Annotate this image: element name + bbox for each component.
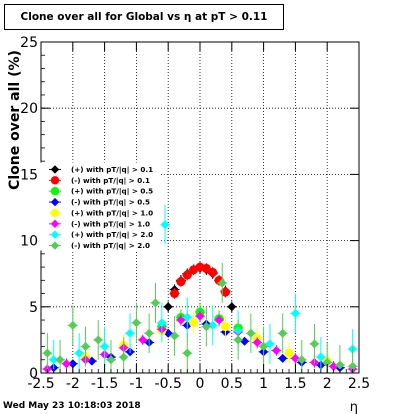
x-tick-label: 1 [259,376,268,392]
series-6 [48,204,358,373]
data-point [119,352,129,362]
title-box: Clone over all for Global vs η at pT > 0… [4,4,284,30]
data-point [259,342,269,352]
data-point [170,289,180,299]
data-point [163,302,173,312]
data-point [42,348,52,358]
data-point [201,322,211,332]
legend: (+) with pT/|q| > 0.1(-) with pT/|q| > 0… [40,162,161,251]
y-tick-label: 20 [20,101,38,117]
data-point [208,267,218,277]
legend-entry: (-) with pT/|q| > 2.0 [71,241,150,251]
data-point [290,308,300,318]
legend-entry: (+) with pT/|q| > 0.5 [71,187,153,197]
x-tick-label: -1 [129,376,143,392]
data-point [329,361,339,371]
data-point [271,345,281,355]
data-point [144,328,154,338]
data-point [150,298,160,308]
data-point [208,320,218,330]
y-tick-label: 25 [20,35,38,51]
footer-timestamp: Wed May 23 10:18:03 2018 [3,401,141,411]
data-point [176,277,186,287]
data-point [55,355,65,365]
y-tick-label: 15 [20,167,38,183]
data-point [68,320,78,330]
x-tick-label: 0.5 [221,376,243,392]
data-point [68,359,78,369]
x-tick-label: 2 [323,376,332,392]
data-point [220,287,230,297]
data-point [189,318,199,328]
data-point [290,353,300,363]
y-tick-label: 0 [29,366,38,382]
data-point [131,318,141,328]
series-1 [169,261,231,299]
series-3 [48,319,345,373]
x-tick-label: -2.5 [27,376,54,392]
data-point [182,270,192,280]
data-point [297,355,307,365]
data-point [348,361,358,371]
legend-entry: (+) with pT/|q| > 0.1 [71,165,153,175]
x-tick-label: -1.5 [91,376,118,392]
data-point [246,328,256,338]
data-point [157,318,167,328]
data-point [217,278,227,288]
data-point [233,335,243,345]
data-point [252,338,262,348]
legend-entry: (+) with pT/|q| > 2.0 [71,230,153,240]
data-point [125,328,135,338]
y-tick-label: 5 [29,300,38,316]
data-point [278,353,288,363]
y-axis-label: Clone over all (%) [7,50,23,190]
data-point [182,348,192,358]
data-point [93,335,103,345]
data-point [227,302,237,312]
data-point [214,315,224,325]
data-point [278,328,288,338]
data-point [195,311,205,321]
data-point [284,348,294,358]
data-point [240,336,250,346]
series-layer [42,204,358,374]
data-point [322,357,332,367]
data-point [81,342,91,352]
legend-entry: (-) with pT/|q| > 0.5 [71,198,150,208]
data-point [61,359,71,369]
data-point [100,342,110,352]
series-7 [42,263,358,373]
data-point [74,348,84,358]
chart-title: Clone over all for Global vs η at pT > 0… [20,11,268,23]
y-tick-label: 10 [20,234,38,250]
data-point [335,360,345,370]
x-tick-label: 0 [196,376,205,392]
data-point [106,355,116,365]
data-point [182,312,192,322]
legend-box [40,162,161,251]
data-point [220,322,230,332]
data-point [309,339,319,349]
data-point [160,220,170,230]
data-point [138,335,148,345]
legend-entry: (+) with pT/|q| > 1.0 [71,208,153,218]
x-tick-label: -2 [66,376,80,392]
series-5 [42,310,358,374]
legend-entry: (-) with pT/|q| > 0.1 [71,176,150,186]
axes: -2.5 -2 -1.5 -1 -0.5 0 0.5 1 1.5 2 2.5 0 5 10 15 20 25 [20,35,370,392]
data-point [49,355,59,365]
x-tick-label: 1.5 [284,376,306,392]
data-point [316,352,326,362]
x-tick-label: 2.5 [348,376,370,392]
x-tick-label: -0.5 [155,376,182,392]
data-point [170,331,180,341]
legend-entry: (-) with pT/|q| > 1.0 [71,219,150,229]
x-axis-label: η [350,400,358,414]
